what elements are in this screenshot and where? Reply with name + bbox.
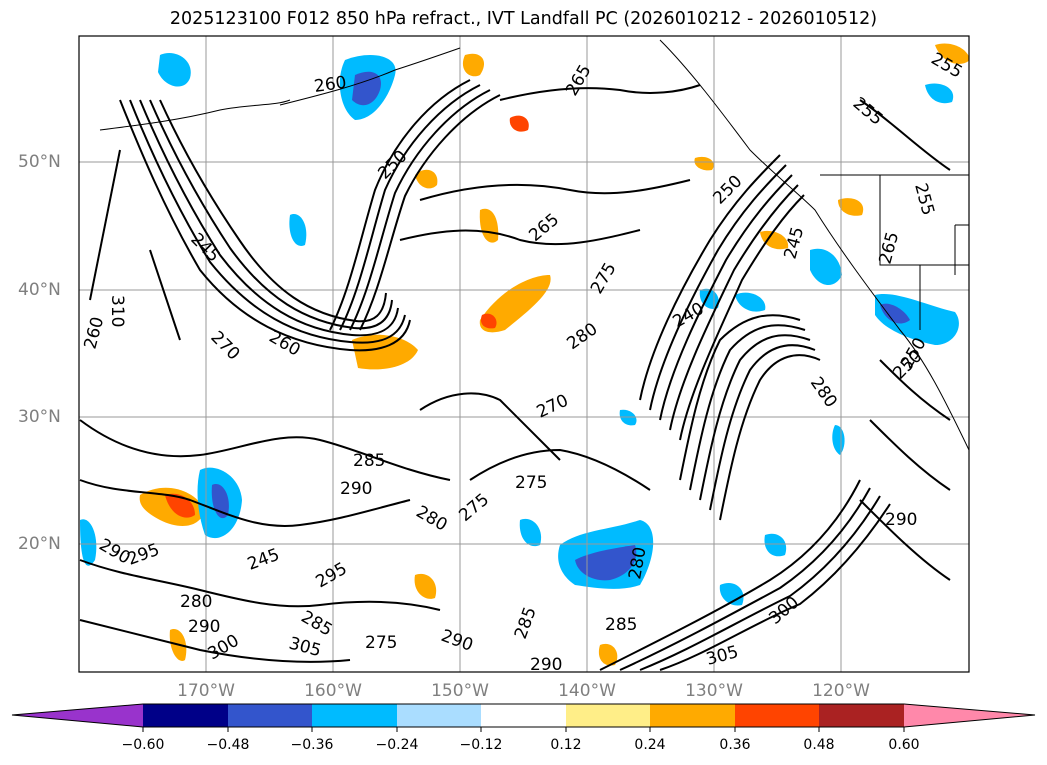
colorbar-segment xyxy=(566,704,650,727)
contour-label: 275 xyxy=(515,473,547,493)
colorbar-tick-label: −0.12 xyxy=(459,737,503,753)
contour-label: 275 xyxy=(365,633,397,653)
colorbar-tick-label: −0.60 xyxy=(121,737,165,753)
refractivity-contours xyxy=(79,79,951,671)
contour-label: 280 xyxy=(180,592,212,612)
latitude-label: 20°N xyxy=(18,534,61,554)
colorbar-tick-label: 0.48 xyxy=(803,737,835,753)
longitude-label: 150°W xyxy=(431,681,489,701)
colorbar-under-arrow xyxy=(12,704,143,727)
longitude-label: 120°W xyxy=(812,681,870,701)
contour-label: 310 xyxy=(107,295,127,327)
colorbar-tick-label: −0.36 xyxy=(290,737,334,753)
longitude-label: 130°W xyxy=(685,681,743,701)
contour-label: 285 xyxy=(605,615,637,635)
contour-label: 260 xyxy=(313,73,348,97)
latitude-label: 50°N xyxy=(18,152,61,172)
colorbar-tick-label: 0.60 xyxy=(888,737,920,753)
ivt-shading xyxy=(80,43,969,666)
plot-background xyxy=(79,36,969,672)
coastlines xyxy=(99,39,969,451)
longitude-label: 160°W xyxy=(304,681,362,701)
contour-label: 290 xyxy=(188,617,220,637)
colorbar-segment xyxy=(819,704,904,727)
contour-label: 290 xyxy=(885,510,917,530)
colorbar-segment xyxy=(143,704,228,727)
latitude-label: 30°N xyxy=(18,407,61,427)
contour-label: 285 xyxy=(353,451,385,471)
colorbar-tick-label: 0.24 xyxy=(634,737,666,753)
colorbar-over-arrow xyxy=(904,704,1035,727)
colorbar-tick-label: 0.12 xyxy=(550,737,582,753)
colorbar-segment xyxy=(735,704,819,727)
colorbar-tick-label: 0.36 xyxy=(719,737,751,753)
contour-label: 290 xyxy=(530,655,562,675)
longitude-label: 140°W xyxy=(558,681,616,701)
contour-label: 290 xyxy=(340,479,372,499)
latitude-label: 40°N xyxy=(18,280,61,300)
longitude-label: 170°W xyxy=(177,681,235,701)
colorbar-tick-label: −0.24 xyxy=(375,737,419,753)
map-title: 2025123100 F012 850 hPa refract., IVT La… xyxy=(169,9,878,29)
plot-frame xyxy=(78,35,970,673)
colorbar-segment xyxy=(312,704,397,727)
colorbar-segment xyxy=(228,704,312,727)
colorbar-segment xyxy=(397,704,481,727)
colorbar xyxy=(11,703,1036,732)
colorbar-tick-label: −0.48 xyxy=(206,737,250,753)
colorbar-segment xyxy=(650,704,735,727)
colorbar-segment xyxy=(481,704,566,727)
